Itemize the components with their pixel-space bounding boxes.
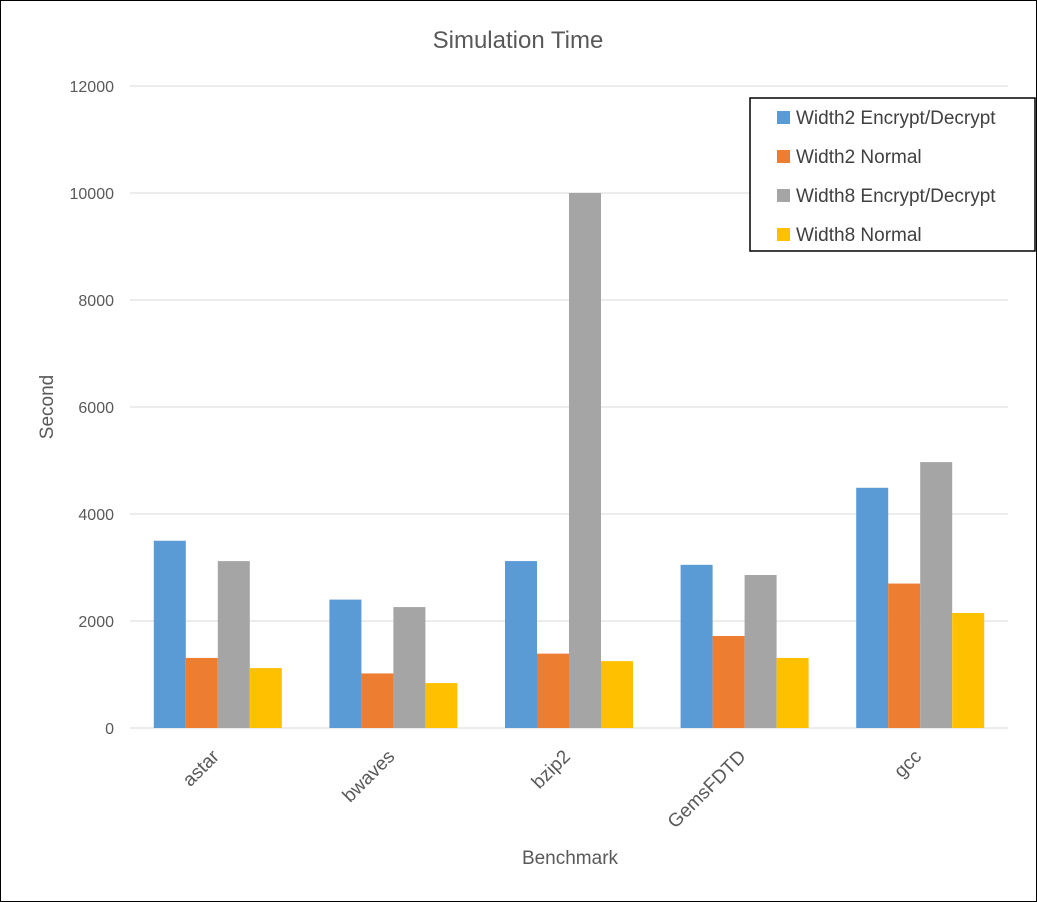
x-tick-label: bwaves	[339, 746, 399, 806]
y-axis-tick-labels: 0 2000 4000 6000 8000 10000 12000	[70, 79, 115, 738]
legend-swatch	[777, 228, 790, 241]
x-tick-label: astar	[179, 746, 224, 791]
bar	[680, 564, 713, 728]
bars	[153, 193, 985, 728]
legend-swatch	[777, 150, 790, 163]
legend-label: Width8 Encrypt/Decrypt	[796, 186, 996, 207]
bar	[888, 583, 921, 728]
y-tick-label: 12000	[70, 79, 115, 96]
x-tick-label: GemsFDTD	[664, 746, 750, 832]
bar	[153, 540, 186, 728]
bar	[217, 561, 250, 728]
y-tick-label: 2000	[78, 614, 114, 631]
y-tick-label: 10000	[70, 186, 115, 203]
bar	[249, 668, 282, 728]
bar	[425, 683, 458, 728]
bar	[856, 487, 889, 728]
legend-label: Width2 Encrypt/Decrypt	[796, 108, 996, 129]
bar	[952, 612, 985, 728]
y-tick-label: 4000	[78, 507, 114, 524]
legend-label: Width2 Normal	[796, 147, 922, 168]
x-axis-title: Benchmark	[522, 848, 619, 869]
legend-label: Width8 Normal	[796, 225, 922, 246]
y-tick-label: 0	[105, 721, 114, 738]
legend-box	[749, 97, 1036, 252]
bar	[601, 661, 633, 728]
bar	[920, 462, 953, 728]
chart-title: Simulation Time	[433, 27, 604, 54]
legend-swatch	[777, 111, 790, 124]
bar	[393, 607, 426, 728]
legend: Width2 Encrypt/Decrypt Width2 Normal Width…	[749, 97, 1036, 252]
bar	[744, 574, 777, 728]
x-tick-label: bzip2	[528, 746, 575, 793]
x-tick-label: gcc	[890, 746, 926, 782]
bar	[712, 635, 745, 728]
y-axis-title: Second	[37, 375, 58, 439]
bar	[505, 561, 537, 728]
legend-swatch	[777, 189, 790, 202]
y-tick-label: 8000	[78, 293, 114, 310]
bar	[537, 653, 569, 728]
bar	[329, 599, 362, 728]
x-axis-category-labels: astar bwaves bzip2 GemsFDTD gcc	[179, 746, 926, 833]
bar	[361, 673, 394, 728]
y-tick-label: 6000	[78, 400, 114, 417]
bar	[569, 193, 601, 728]
bar	[776, 657, 809, 728]
bar	[185, 657, 218, 728]
